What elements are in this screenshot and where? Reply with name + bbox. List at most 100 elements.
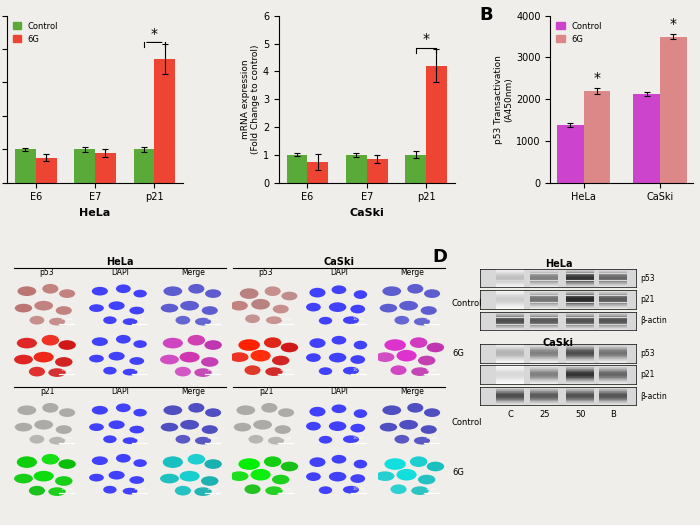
Bar [496,272,524,273]
Bar [531,320,559,321]
Text: 50: 50 [575,410,585,418]
Bar [531,318,559,319]
Bar [599,275,627,276]
Bar [531,402,559,403]
Bar [496,315,524,316]
Text: *: * [670,17,677,31]
Ellipse shape [17,338,37,349]
Ellipse shape [410,337,428,348]
Ellipse shape [122,318,137,325]
Text: B: B [480,6,493,24]
Ellipse shape [180,301,199,310]
Bar [496,312,524,313]
Bar [566,397,594,398]
Ellipse shape [188,454,205,465]
Ellipse shape [396,469,416,480]
Bar [566,307,594,308]
Bar [531,291,559,292]
Bar [599,391,627,392]
Bar [566,322,594,323]
Bar [531,356,559,357]
Bar [531,387,559,388]
Bar [566,321,594,322]
Ellipse shape [343,367,359,374]
Ellipse shape [201,476,218,486]
Bar [599,328,627,329]
Bar [599,394,627,395]
Text: CaSki: CaSki [323,257,354,267]
Ellipse shape [414,318,430,326]
Ellipse shape [122,369,137,375]
Ellipse shape [273,304,289,313]
Bar [496,365,524,366]
Ellipse shape [108,471,125,479]
Text: 10 μm: 10 μm [426,317,437,321]
Bar [531,302,559,303]
Ellipse shape [14,474,33,484]
Bar [599,329,627,330]
Ellipse shape [103,435,117,443]
Bar [566,377,594,378]
Bar [496,327,524,328]
Bar [496,371,524,372]
Ellipse shape [163,405,182,415]
Bar [496,361,524,362]
Bar [599,392,627,393]
Bar [496,274,524,275]
Bar [599,352,627,353]
Bar [496,278,524,279]
Bar [566,326,594,327]
Bar [496,292,524,293]
Bar [531,328,559,329]
Bar [531,307,559,308]
Bar [599,281,627,282]
Bar [566,284,594,285]
Bar [566,324,594,325]
Ellipse shape [265,368,283,376]
Bar [599,306,627,307]
Bar [599,400,627,401]
Bar [496,298,524,299]
Bar [599,353,627,354]
Ellipse shape [195,318,211,326]
Text: B: B [610,410,616,418]
Bar [566,316,594,317]
Bar [496,299,524,300]
Ellipse shape [427,343,444,352]
Bar [566,303,594,304]
Bar [599,304,627,305]
Bar [531,272,559,273]
Ellipse shape [205,289,221,298]
Bar [405,155,426,183]
Bar [599,399,627,400]
Bar [531,284,559,285]
Text: 10 μm: 10 μm [353,317,364,321]
Bar [599,299,627,300]
Ellipse shape [395,435,409,444]
Bar [531,282,559,283]
Bar [599,404,627,405]
Text: 10 μm: 10 μm [353,436,364,440]
Ellipse shape [108,352,125,361]
Ellipse shape [379,304,397,312]
Ellipse shape [244,485,260,494]
Ellipse shape [240,288,258,299]
Bar [566,345,594,346]
Bar [496,325,524,326]
Bar [599,278,627,279]
Ellipse shape [130,476,144,484]
Bar [599,316,627,317]
Bar [566,370,594,371]
Text: *: * [150,27,158,41]
Bar [531,329,559,330]
Ellipse shape [350,304,365,313]
Text: p53: p53 [640,349,655,358]
Ellipse shape [248,435,263,444]
Ellipse shape [134,340,147,348]
Bar [496,391,524,392]
Bar [599,283,627,284]
Bar [566,285,594,286]
Bar [531,312,559,313]
Ellipse shape [29,486,45,496]
Bar [496,269,524,270]
